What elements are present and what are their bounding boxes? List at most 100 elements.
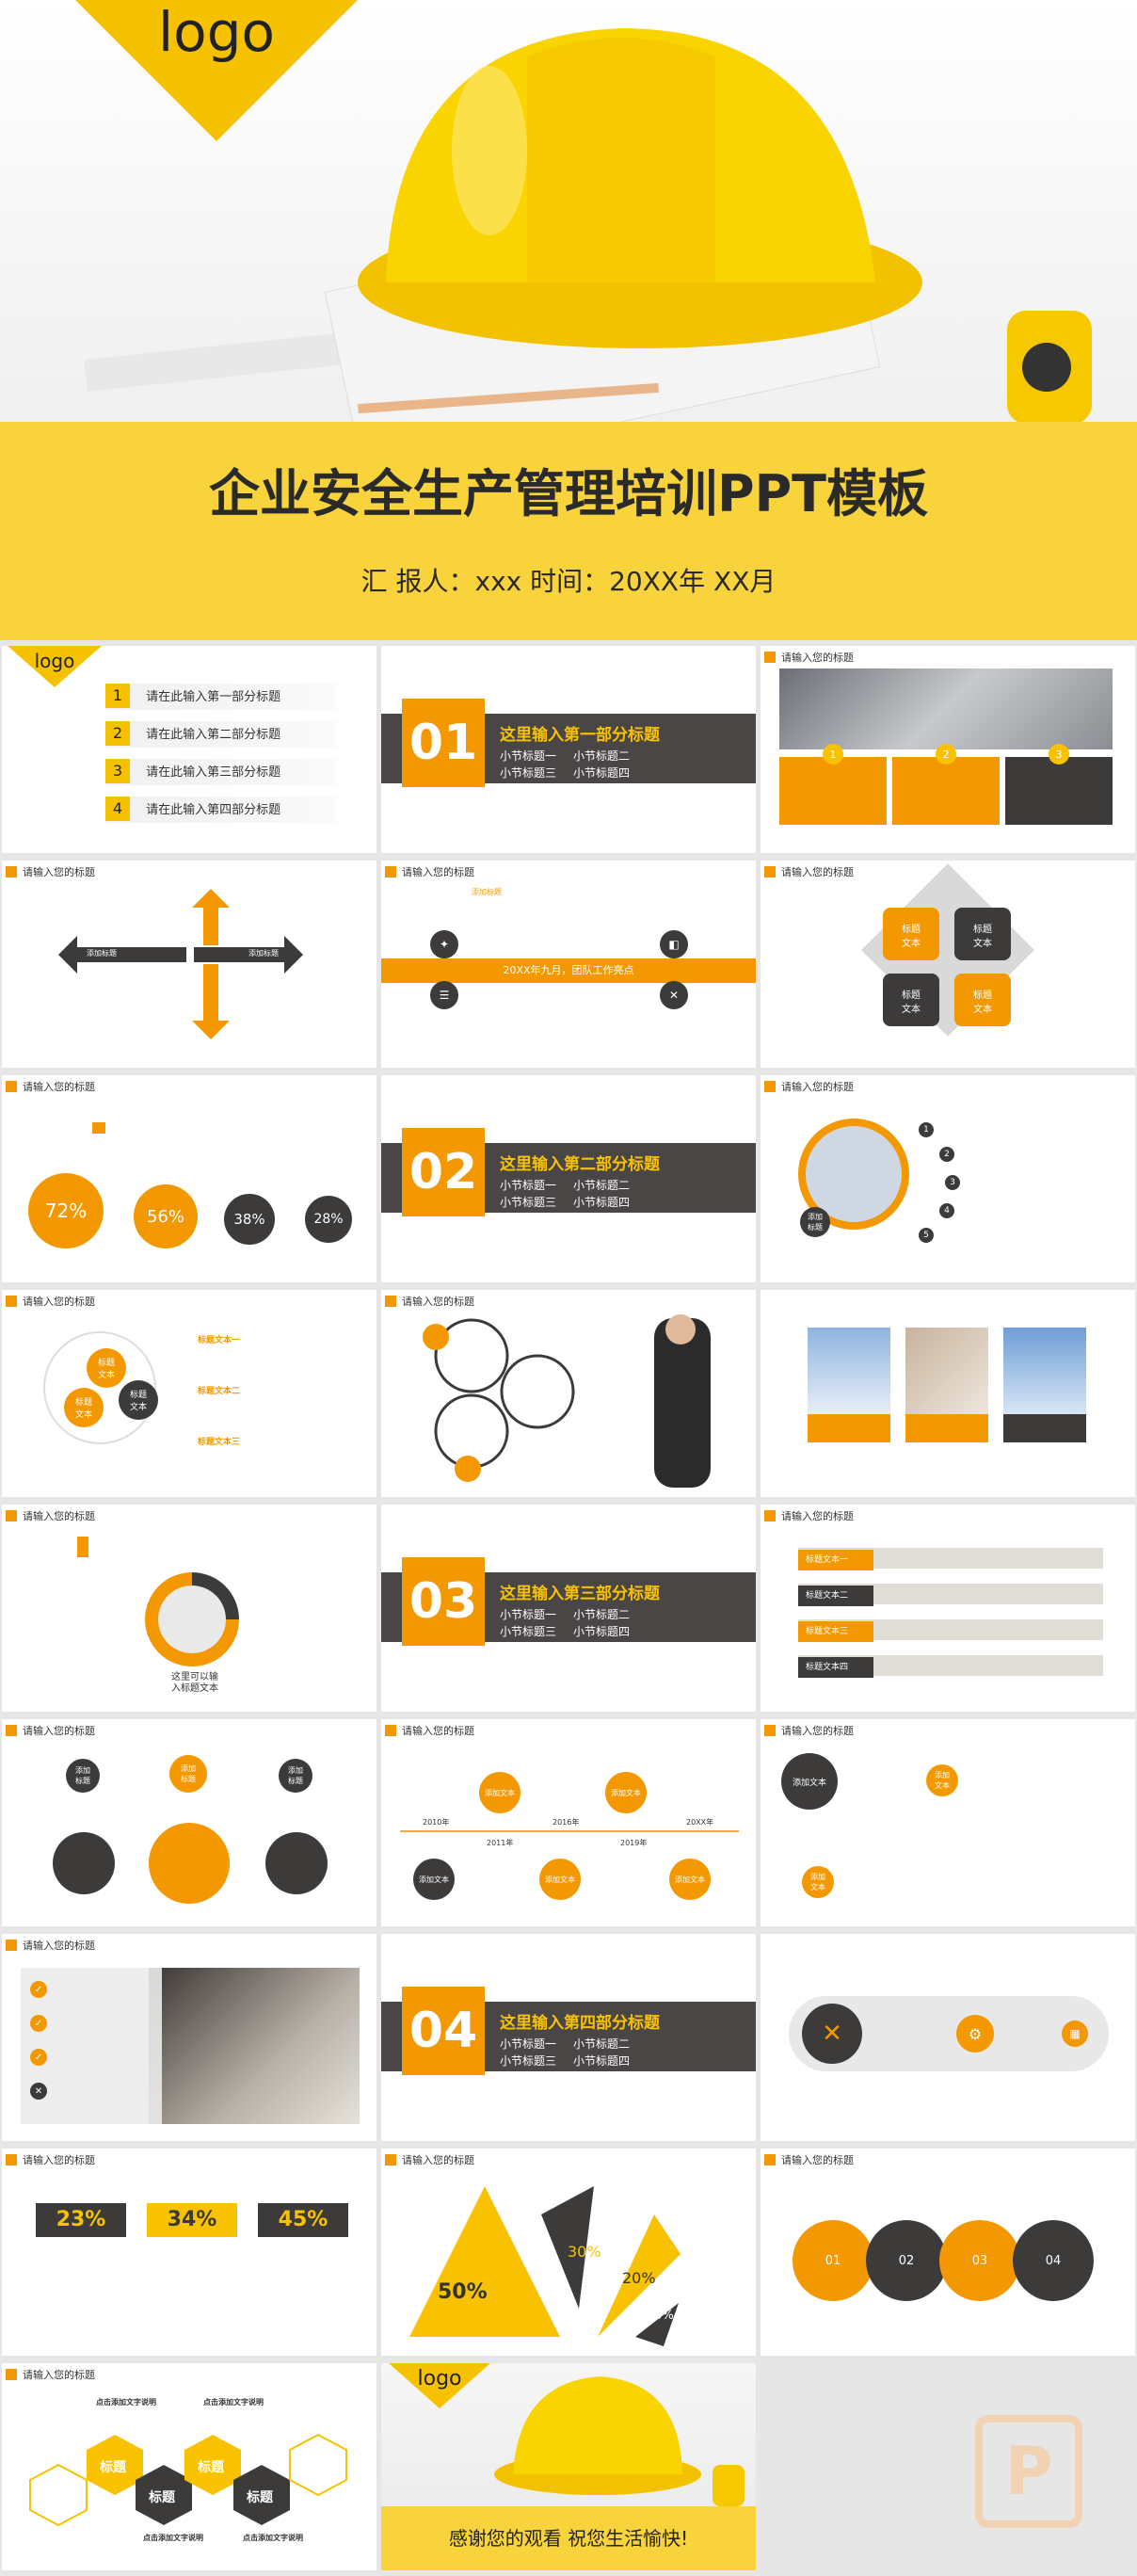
section-item: 小节标题二 [573, 2037, 631, 2051]
gear-icon: ⚙ [956, 2015, 994, 2053]
step-number: 2 [939, 1147, 954, 1162]
header-square-icon [764, 1510, 776, 1521]
slide-header: 请输入您的标题 [761, 1508, 854, 1525]
grid-icon: ▦ [1062, 2021, 1088, 2047]
slide-header: 请输入您的标题 [381, 2152, 474, 2169]
timeline-band: 20XX年九月，团队工作亮点 [381, 958, 756, 983]
four-circles-slide: 请输入您的标题 01 02 03 04 [761, 2149, 1135, 2356]
header-square-icon [6, 866, 17, 877]
diamond-cell: 标题 文本 [954, 974, 1011, 1026]
tree-node-small: 添加 标题 [169, 1755, 207, 1793]
section-title: 这里输入第二部分标题 [500, 1155, 660, 1174]
toc-item-label: 请在此输入第三部分标题 [146, 765, 281, 780]
percent-circle: 56% [134, 1184, 198, 1248]
slide-header: 请输入您的标题 [2, 1723, 95, 1740]
slide-header: 请输入您的标题 [761, 1079, 854, 1096]
percent-slide: 请输入您的标题 72% 56% 38% 28% [2, 1075, 376, 1282]
header-square-icon [6, 2154, 17, 2165]
toc-item[interactable]: 3 请在此输入第三部分标题 [105, 759, 335, 785]
header-square-icon [764, 652, 776, 663]
loop-diagram [423, 1314, 711, 1488]
thanks-logo: logo [417, 2367, 462, 2391]
header-square-icon [6, 2369, 17, 2380]
section-items: 小节标题一 小节标题二 小节标题三 小节标题四 [500, 1177, 745, 1211]
percent-tab: 23% [36, 2203, 126, 2237]
section-item: 小节标题二 [573, 1179, 631, 1192]
meeting-photo [149, 1968, 360, 2124]
section-slide-1: 01 这里输入第一部分标题 小节标题一 小节标题二 小节标题三 小节标题四 [381, 646, 756, 853]
toc-item-label: 请在此输入第二部分标题 [146, 728, 281, 742]
photo-number: 1 [823, 744, 843, 765]
network-slide: 请输入您的标题 添加文本 添加 文本 添加 文本 [761, 1719, 1135, 1926]
capsule-slide: ✕ ⚙ ▦ [761, 1934, 1135, 2141]
toc-item-num: 1 [105, 684, 130, 708]
section-title: 这里输入第一部分标题 [500, 726, 660, 745]
percent-circle: 72% [28, 1173, 104, 1248]
step-number: 3 [945, 1175, 960, 1190]
section-item: 小节标题一 [500, 1608, 557, 1621]
toc-logo-badge [8, 646, 102, 687]
label-bar: 标题文本二 [798, 1584, 1103, 1606]
toc-item[interactable]: 2 请在此输入第二部分标题 [105, 721, 335, 748]
hex-label: 标题 [198, 2460, 224, 2475]
watermark-logo-icon: P [975, 2415, 1082, 2528]
numbered-circle: 03 [939, 2220, 1020, 2301]
tree-node-large [265, 1832, 328, 1894]
hex-note: 点击添加文字说明 [203, 2398, 264, 2407]
toc-item[interactable]: 1 请在此输入第一部分标题 [105, 684, 335, 710]
steps-badge: 添加 标题 [800, 1207, 830, 1237]
toc-item[interactable]: 4 请在此输入第四部分标题 [105, 797, 335, 823]
hex-chain [29, 2433, 347, 2527]
venn-circle: 标题 文本 [119, 1380, 158, 1420]
photo-building [1003, 1328, 1086, 1414]
venn-slide: 请输入您的标题 标题 文本 标题 文本 标题 文本 标题文本一 标题文本二 标题… [2, 1290, 376, 1497]
section-item: 小节标题三 [500, 1196, 557, 1209]
section-number: 04 [402, 1987, 485, 2075]
diamond-slide: 请输入您的标题 标题 文本 标题 文本 标题 文本 标题 文本 [761, 861, 1135, 1068]
year-node: 添加文本 [413, 1859, 455, 1900]
year-label: 2011年 [487, 1839, 514, 1847]
year-label: 20XX年 [686, 1818, 714, 1827]
photo-jump [808, 1328, 890, 1414]
clipboard-icon: ☰ [430, 981, 458, 1009]
year-axis [400, 1830, 739, 1832]
triangle-chart [409, 2186, 681, 2346]
step-number: 4 [939, 1203, 954, 1218]
slide-header: 请输入您的标题 [2, 2152, 95, 2169]
cross-icon: ✕ [30, 2083, 47, 2100]
section-number: 01 [402, 699, 485, 787]
cover-subtitle: 汇 报人：xxx 时间：20XX年 XX月 [360, 566, 777, 597]
venn-circle: 标题 文本 [64, 1388, 104, 1427]
header-square-icon [764, 1725, 776, 1736]
section-item: 小节标题三 [500, 2054, 557, 2068]
section-items: 小节标题一 小节标题二 小节标题三 小节标题四 [500, 748, 745, 781]
section-item: 小节标题一 [500, 2037, 557, 2051]
hex-note: 点击添加文字说明 [143, 2534, 203, 2542]
label-bar: 标题文本四 [798, 1655, 1103, 1678]
year-node: 添加文本 [539, 1859, 581, 1900]
section-item: 小节标题三 [500, 766, 557, 780]
diamond-cell: 标题 文本 [954, 908, 1011, 960]
triangle-value: 50% [438, 2280, 488, 2304]
timeline-band-slide: 请输入您的标题 20XX年九月，团队工作亮点 ✦ ☰ ◧ ✕ 添加标题 [381, 861, 756, 1068]
timeline-tag: 添加标题 [472, 888, 502, 896]
header-square-icon [6, 1510, 17, 1521]
slide-header: 请输入您的标题 [2, 1294, 95, 1311]
tree-node-large [149, 1823, 230, 1904]
label-bar: 标题文本一 [798, 1548, 1103, 1570]
toc-item-num: 3 [105, 759, 130, 783]
header-square-icon [6, 1296, 17, 1307]
year-label: 2016年 [552, 1818, 580, 1827]
tools-icon: ✕ [802, 2004, 862, 2064]
slide-header: 请输入您的标题 [381, 1294, 474, 1311]
legend-swatch [77, 1537, 88, 1557]
photo-caption-1 [779, 757, 887, 825]
tools-icon: ✕ [660, 981, 688, 1009]
section-item: 小节标题四 [573, 1196, 631, 1209]
bulb-icon: ✦ [430, 930, 458, 958]
hex-label: 标题 [247, 2490, 273, 2505]
slide-header: 请输入您的标题 [761, 864, 854, 881]
venn-ring [43, 1331, 156, 1444]
slide-header: 请输入您的标题 [381, 864, 474, 881]
section-item: 小节标题二 [573, 749, 631, 763]
